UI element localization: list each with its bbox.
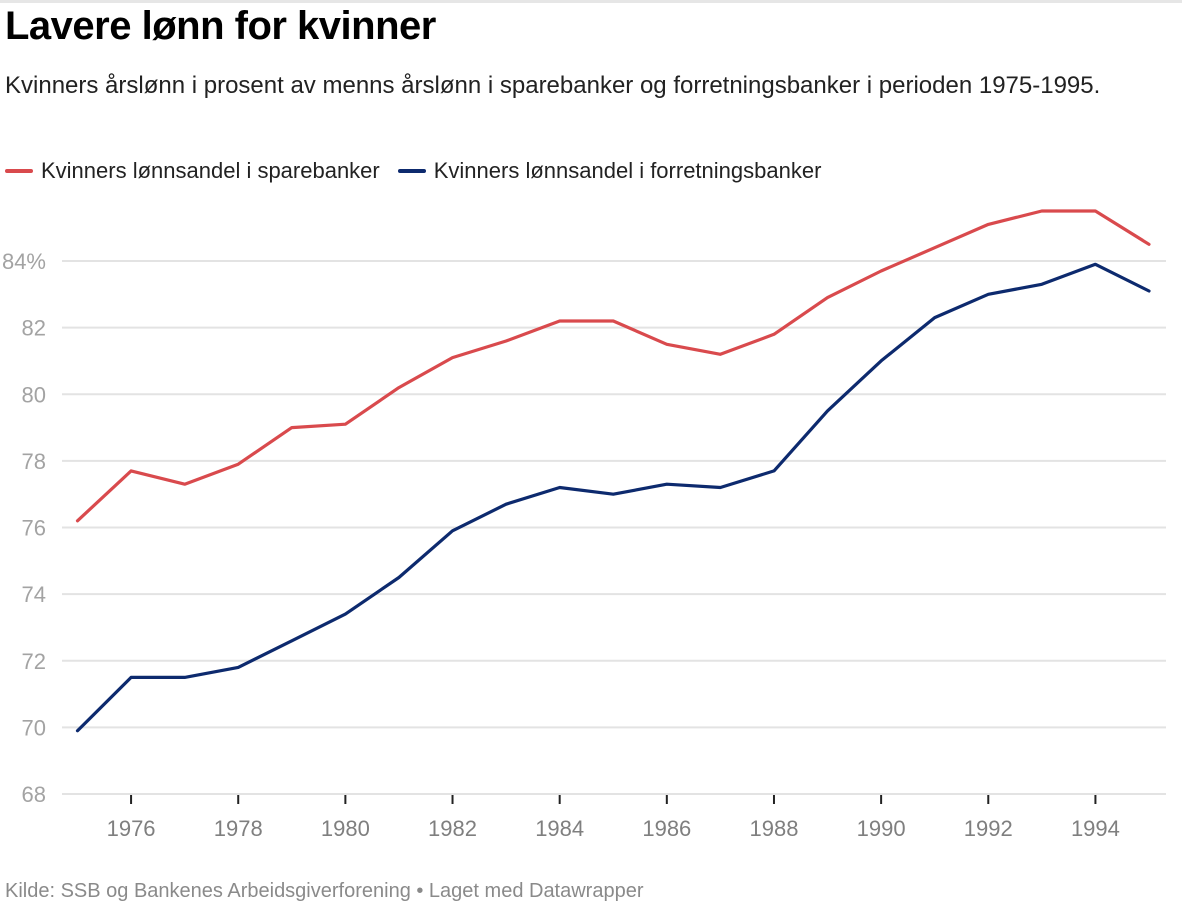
y-axis: 68 70 72 74 76 78 80 82 84% [2, 249, 46, 807]
y-tick-label: 82 [22, 316, 46, 341]
legend-item-sparebanker: Kvinners lønnsandel i sparebanker [5, 158, 380, 184]
legend: Kvinners lønnsandel i sparebanker Kvinne… [5, 158, 821, 184]
legend-label-forretningsbanker: Kvinners lønnsandel i forretningsbanker [433, 158, 822, 183]
x-tick-label: 1988 [749, 816, 798, 841]
y-tick-label: 76 [22, 516, 46, 541]
x-axis: 1976 1978 1980 1982 1984 1986 1988 1990 1992 1994 [107, 795, 1120, 841]
chart-title: Lavere lønn for kvinner [5, 4, 436, 48]
y-tick-label: 80 [22, 382, 46, 407]
chart-subtitle: Kvinners årslønn i prosent av menns årsl… [5, 72, 1101, 99]
x-tick-label: 1992 [964, 816, 1013, 841]
x-tick-label: 1982 [428, 816, 477, 841]
legend-label-sparebanker: Kvinners lønnsandel i sparebanker [41, 158, 380, 183]
y-tick-label: 70 [22, 715, 46, 740]
gridlines [62, 260, 1166, 795]
x-tick-label: 1990 [857, 816, 906, 841]
x-tick-label: 1986 [642, 816, 691, 841]
y-tick-label: 84% [2, 249, 46, 274]
y-tick-label: 78 [22, 449, 46, 474]
line-chart: 68 70 72 74 76 78 80 82 84% 1976 1978 1980 1982 1984… [2, 209, 1166, 841]
x-tick-label: 1980 [321, 816, 370, 841]
y-tick-label: 74 [22, 582, 46, 607]
series-line-sparebanker [75, 209, 1151, 523]
series-line-forretningsbanker [75, 262, 1151, 733]
top-border [0, 0, 1182, 3]
y-tick-label: 72 [22, 649, 46, 674]
x-tick-label: 1976 [107, 816, 156, 841]
x-tick-label: 1978 [214, 816, 263, 841]
y-tick-label: 68 [22, 782, 46, 807]
legend-item-forretningsbanker: Kvinners lønnsandel i forretningsbanker [397, 158, 822, 184]
x-tick-label: 1984 [535, 816, 584, 841]
series-lines [75, 209, 1151, 733]
legend-swatch-sparebanker [5, 169, 33, 173]
legend-swatch-forretningsbanker [397, 169, 426, 173]
source-note: Kilde: SSB og Bankenes Arbeidsgiverforen… [5, 880, 644, 902]
x-tick-label: 1994 [1071, 816, 1120, 841]
